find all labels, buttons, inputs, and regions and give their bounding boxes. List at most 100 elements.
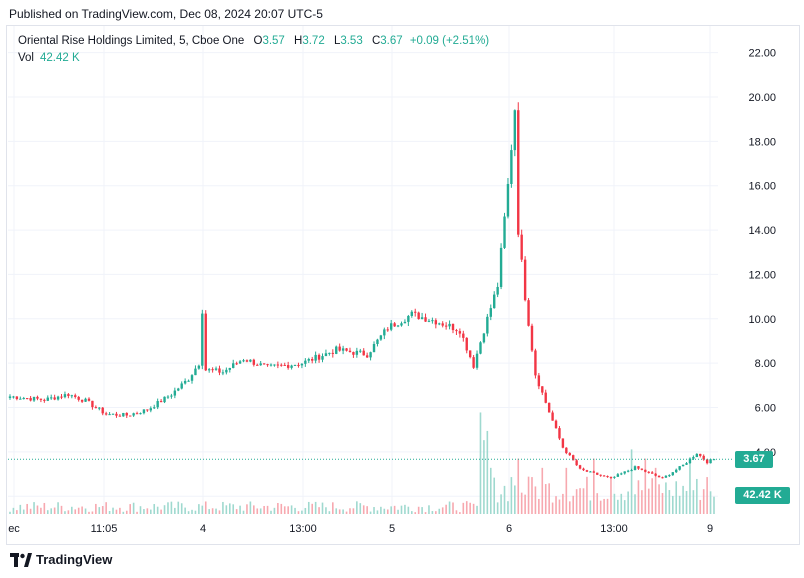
candle-body bbox=[489, 308, 492, 317]
volume-bar bbox=[441, 507, 444, 514]
candle-body bbox=[98, 407, 101, 409]
candle-body bbox=[204, 313, 207, 371]
volume-bar bbox=[713, 496, 715, 514]
brand-name: TradingView bbox=[36, 552, 113, 567]
candle-body bbox=[156, 401, 159, 408]
chart-frame[interactable] bbox=[6, 25, 800, 545]
candle-body bbox=[369, 352, 372, 358]
volume-bar bbox=[191, 509, 193, 514]
candle-body bbox=[596, 472, 599, 475]
candle-body bbox=[104, 413, 108, 415]
candle-body bbox=[664, 475, 668, 478]
volume-bar bbox=[685, 490, 688, 514]
candle-body bbox=[589, 471, 592, 473]
candle-body bbox=[80, 399, 84, 402]
volume-bar bbox=[160, 509, 162, 514]
volume-bar bbox=[641, 490, 643, 514]
candle-body bbox=[314, 354, 317, 361]
candle-body bbox=[575, 460, 578, 466]
tradingview-logo[interactable]: TradingView bbox=[10, 552, 112, 567]
volume-bar bbox=[558, 499, 561, 514]
candle-body bbox=[517, 110, 520, 235]
volume-bar bbox=[489, 467, 492, 514]
candle-body bbox=[177, 388, 180, 391]
volume-bar bbox=[125, 510, 128, 514]
close-value: 3.67 bbox=[380, 35, 403, 47]
volume-bar bbox=[177, 501, 180, 514]
candle-body bbox=[503, 216, 506, 248]
volume-bar bbox=[647, 488, 650, 514]
volume-bar bbox=[472, 503, 475, 514]
volume-bar bbox=[544, 484, 547, 514]
candle-body bbox=[345, 348, 348, 351]
candle-body bbox=[338, 346, 341, 351]
symbol-title[interactable]: Oriental Rise Holdings Limited, 5, Cboe … bbox=[18, 35, 245, 47]
y-tick-label: 10.00 bbox=[748, 314, 776, 326]
volume-bar bbox=[187, 511, 190, 514]
candle-body bbox=[84, 398, 87, 402]
y-tick-label: 8.00 bbox=[755, 358, 776, 370]
candle-body bbox=[122, 412, 125, 417]
volume-bar bbox=[696, 478, 698, 514]
candle-body bbox=[63, 394, 67, 398]
candle-body bbox=[441, 323, 444, 326]
candle-body bbox=[671, 472, 674, 476]
candle-body bbox=[286, 365, 290, 368]
candle-body bbox=[101, 407, 104, 414]
candle-body bbox=[139, 413, 142, 415]
candle-body bbox=[523, 259, 527, 301]
volume-bar bbox=[335, 508, 338, 514]
volume-bar bbox=[699, 499, 702, 514]
volume-bar bbox=[527, 476, 530, 514]
volume-bar bbox=[386, 509, 389, 514]
candle-body bbox=[50, 397, 53, 399]
y-tick-label: 6.00 bbox=[755, 403, 776, 415]
volume-bar bbox=[64, 511, 66, 514]
candle-body bbox=[135, 413, 139, 415]
volume-bar bbox=[88, 511, 90, 514]
candle-body bbox=[242, 360, 245, 362]
candle-body bbox=[91, 400, 94, 408]
volume-bar bbox=[345, 511, 348, 514]
candle-body bbox=[290, 365, 293, 368]
volume-bar bbox=[435, 511, 437, 514]
candle-body bbox=[259, 363, 262, 366]
volume-bar bbox=[678, 495, 681, 514]
candle-body bbox=[547, 402, 551, 413]
candle-body bbox=[475, 353, 479, 368]
x-tick-label: 13:00 bbox=[289, 523, 317, 535]
volume-bar bbox=[215, 508, 217, 514]
candle-body bbox=[245, 360, 249, 362]
volume-bar bbox=[170, 501, 173, 514]
volume-bar bbox=[462, 502, 465, 514]
volume-bar bbox=[651, 478, 653, 514]
volume-bar bbox=[201, 505, 204, 514]
volume-bar bbox=[235, 509, 238, 514]
candle-body bbox=[582, 468, 585, 471]
candle-body bbox=[108, 414, 111, 416]
candle-body bbox=[197, 365, 201, 369]
candle-body bbox=[273, 364, 276, 366]
candle-body bbox=[438, 323, 441, 325]
candle-body bbox=[403, 321, 407, 324]
volume-bar bbox=[393, 505, 396, 514]
volume-bar bbox=[180, 503, 183, 514]
volume-bar bbox=[469, 502, 471, 514]
candle-body bbox=[407, 315, 410, 322]
candle-body bbox=[654, 473, 657, 476]
volume-bar bbox=[397, 509, 399, 514]
candle-body bbox=[630, 470, 633, 472]
candle-body bbox=[280, 364, 283, 366]
volume-bar bbox=[675, 481, 678, 514]
volume-bar bbox=[448, 501, 451, 514]
candle-body bbox=[544, 392, 547, 403]
volume-bar bbox=[50, 508, 53, 514]
candle-body bbox=[36, 396, 39, 399]
volume-bar bbox=[534, 486, 537, 514]
candle-body bbox=[300, 363, 304, 366]
candle-body bbox=[67, 394, 70, 396]
volume-bar bbox=[43, 502, 46, 514]
tradingview-logo-icon bbox=[10, 552, 32, 567]
y-tick-label: 12.00 bbox=[748, 269, 776, 281]
